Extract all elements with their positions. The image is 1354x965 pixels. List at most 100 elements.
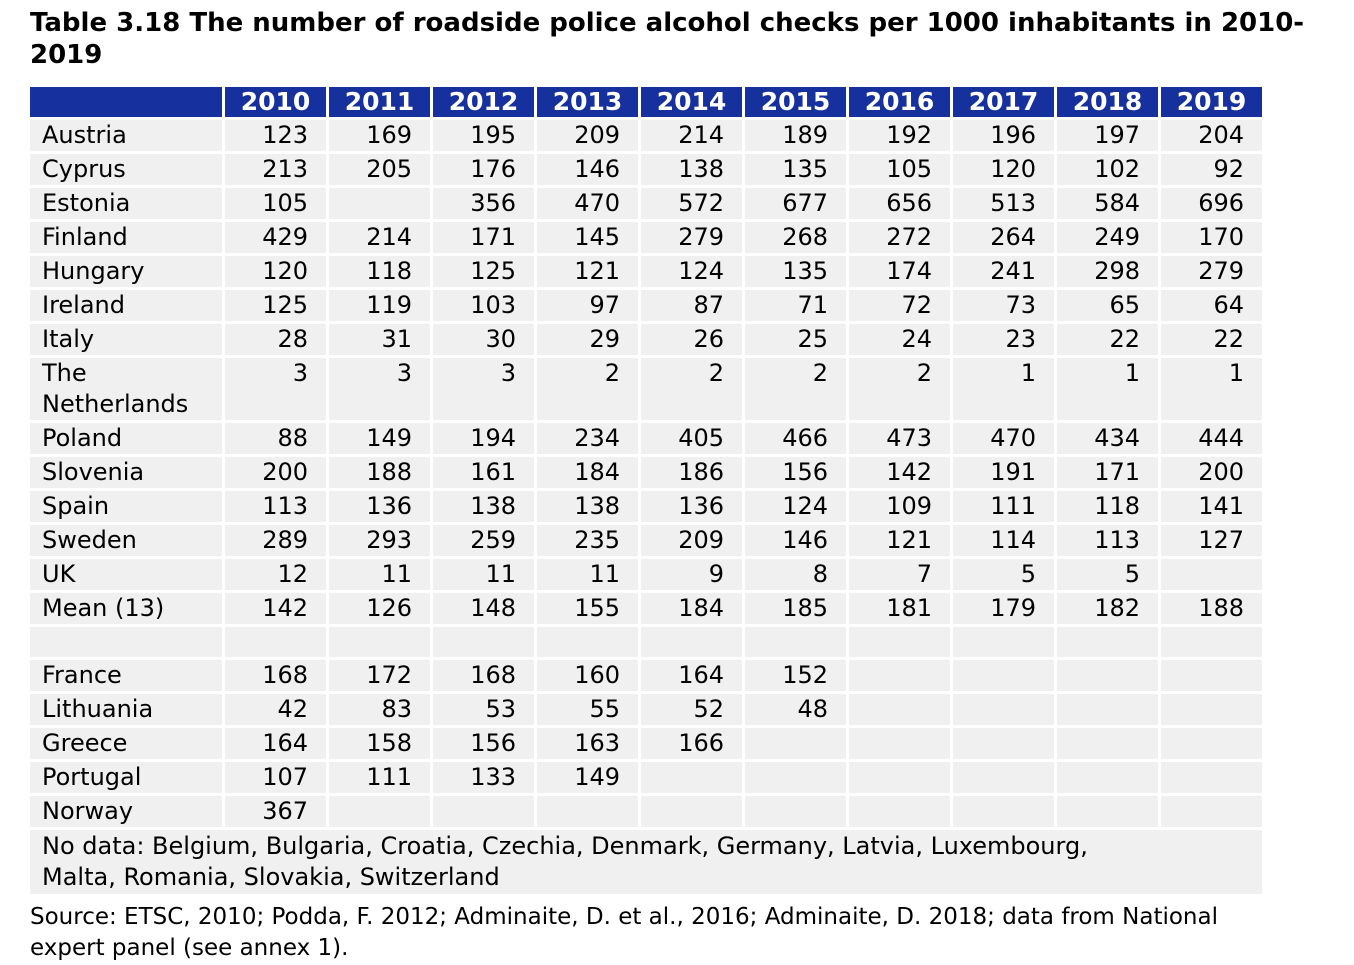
value-cell: 656 (849, 188, 950, 220)
value-cell: 194 (433, 423, 534, 455)
value-cell: 11 (537, 559, 638, 591)
source-note-line2: expert panel (see annex 1). (30, 935, 349, 962)
value-cell: 2 (745, 358, 846, 421)
table-row: UK 12 11 11 11 9 8 7 5 5 (30, 559, 1262, 591)
value-cell: 192 (849, 120, 950, 152)
value-cell: 102 (1057, 154, 1158, 186)
table-row: Ireland 125 119 103 97 87 71 72 73 65 64 (30, 290, 1262, 322)
value-cell (745, 728, 846, 760)
value-cell: 185 (745, 593, 846, 625)
table-row: The Netherlands 3 3 3 2 2 2 2 1 1 1 (30, 358, 1262, 421)
value-cell: 92 (1161, 154, 1262, 186)
value-cell: 249 (1057, 222, 1158, 254)
value-cell: 234 (537, 423, 638, 455)
value-cell: 142 (225, 593, 326, 625)
value-cell: 88 (225, 423, 326, 455)
row-label: Italy (30, 324, 222, 356)
value-cell: 26 (641, 324, 742, 356)
value-cell: 184 (537, 457, 638, 489)
value-cell: 145 (537, 222, 638, 254)
value-cell (537, 627, 638, 658)
value-cell: 105 (225, 188, 326, 220)
value-cell: 136 (329, 491, 430, 523)
value-cell: 191 (953, 457, 1054, 489)
value-cell: 188 (1161, 593, 1262, 625)
value-cell: 164 (641, 660, 742, 692)
row-label: Poland (30, 423, 222, 455)
value-cell: 214 (329, 222, 430, 254)
value-cell (849, 762, 950, 794)
row-label: Estonia (30, 188, 222, 220)
value-cell: 114 (953, 525, 1054, 557)
value-cell: 434 (1057, 423, 1158, 455)
no-data-cell: No data: Belgium, Bulgaria, Croatia, Cze… (30, 830, 1262, 895)
value-cell: 135 (745, 256, 846, 288)
value-cell: 125 (225, 290, 326, 322)
value-cell: 163 (537, 728, 638, 760)
value-cell: 209 (641, 525, 742, 557)
value-cell (849, 627, 950, 658)
value-cell: 30 (433, 324, 534, 356)
table-row: Greece 164 158 156 163 166 (30, 728, 1262, 760)
value-cell (329, 796, 430, 828)
value-cell: 127 (1161, 525, 1262, 557)
value-cell: 97 (537, 290, 638, 322)
value-cell: 111 (329, 762, 430, 794)
row-label: The Netherlands (30, 358, 222, 421)
value-cell: 289 (225, 525, 326, 557)
row-label: France (30, 660, 222, 692)
value-cell (953, 694, 1054, 726)
value-cell (849, 660, 950, 692)
value-cell: 22 (1057, 324, 1158, 356)
value-cell: 181 (849, 593, 950, 625)
table-row: Slovenia 200 188 161 184 186 156 142 191 171 200 (30, 457, 1262, 489)
header-row: 2010 2011 2012 2013 2014 2015 2016 2017 2018 2019 (30, 87, 1262, 118)
table-row: France 168 172 168 160 164 152 (30, 660, 1262, 692)
value-cell (849, 694, 950, 726)
value-cell (329, 188, 430, 220)
value-cell: 111 (953, 491, 1054, 523)
value-cell: 138 (537, 491, 638, 523)
row-label: Hungary (30, 256, 222, 288)
table-row: Poland 88 149 194 234 405 466 473 470 434 444 (30, 423, 1262, 455)
value-cell: 113 (225, 491, 326, 523)
value-cell: 146 (745, 525, 846, 557)
value-cell: 169 (329, 120, 430, 152)
value-cell: 72 (849, 290, 950, 322)
value-cell: 138 (433, 491, 534, 523)
value-cell: 5 (1057, 559, 1158, 591)
year-header-2017: 2017 (953, 87, 1054, 118)
value-cell: 120 (225, 256, 326, 288)
table-row: Norway 367 (30, 796, 1262, 828)
value-cell (1161, 762, 1262, 794)
table-title-line1: Table 3.18 The number of roadside police… (30, 8, 1305, 38)
value-cell: 156 (745, 457, 846, 489)
year-header-2013: 2013 (537, 87, 638, 118)
value-cell: 118 (329, 256, 430, 288)
value-cell (1057, 762, 1158, 794)
value-cell: 149 (329, 423, 430, 455)
value-cell: 584 (1057, 188, 1158, 220)
row-label: Cyprus (30, 154, 222, 186)
row-label: Austria (30, 120, 222, 152)
value-cell: 466 (745, 423, 846, 455)
value-cell: 166 (641, 728, 742, 760)
value-cell: 470 (537, 188, 638, 220)
source-note: Source: ETSC, 2010; Podda, F. 2012; Admi… (30, 902, 1324, 964)
value-cell (849, 796, 950, 828)
value-cell: 1 (1057, 358, 1158, 421)
value-cell: 8 (745, 559, 846, 591)
value-cell: 23 (953, 324, 1054, 356)
value-cell (953, 796, 1054, 828)
value-cell (1161, 660, 1262, 692)
value-cell: 2 (849, 358, 950, 421)
row-label: UK (30, 559, 222, 591)
value-cell: 186 (641, 457, 742, 489)
table-row: Estonia 105 356 470 572 677 656 513 584 696 (30, 188, 1262, 220)
value-cell: 168 (225, 660, 326, 692)
value-cell: 171 (1057, 457, 1158, 489)
corner-cell (30, 87, 222, 118)
value-cell (641, 796, 742, 828)
value-cell: 121 (849, 525, 950, 557)
year-header-2015: 2015 (745, 87, 846, 118)
